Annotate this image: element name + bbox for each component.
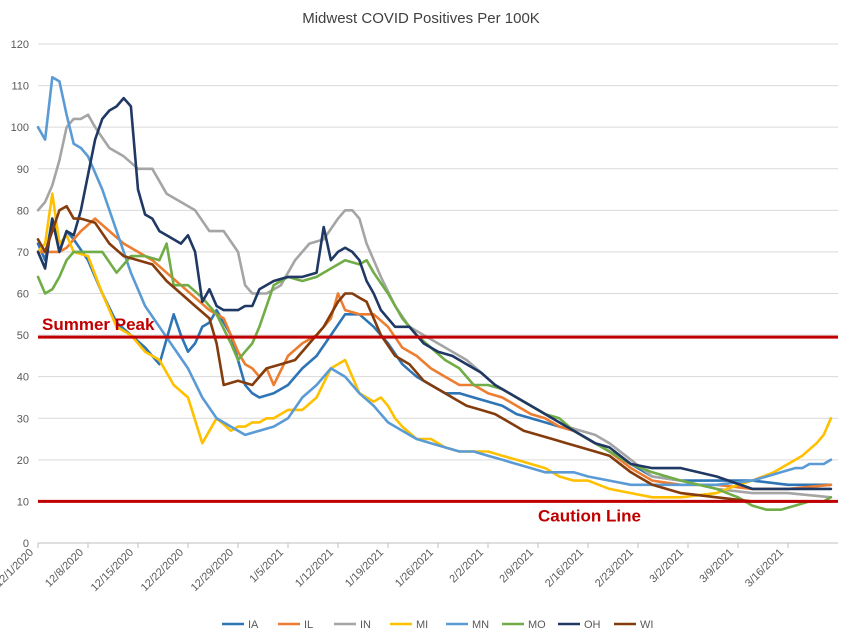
series-line-in [36, 113, 833, 499]
y-tick-label: 90 [17, 164, 29, 176]
chart-title: Midwest COVID Positives Per 100K [302, 10, 540, 27]
y-tick-label: 20 [17, 455, 29, 467]
y-tick-label: 70 [17, 247, 29, 259]
legend-label-ia: IA [248, 619, 259, 631]
series-line-mo [36, 242, 833, 512]
y-tick-label: 120 [11, 39, 29, 51]
legend-label-wi: WI [640, 619, 653, 631]
series-line-oh [36, 96, 833, 491]
legend-label-mi: MI [416, 619, 428, 631]
y-tick-label: 50 [17, 330, 29, 342]
reference-line-label: Caution Line [538, 506, 641, 525]
series-line-mi [36, 192, 833, 499]
reference-line-label: Summer Peak [42, 315, 155, 334]
legend-label-in: IN [360, 619, 371, 631]
legend-label-mn: MN [472, 619, 489, 631]
y-tick-label: 10 [17, 496, 29, 508]
y-tick-label: 30 [17, 413, 29, 425]
series-line-wi [36, 204, 833, 503]
y-tick-label: 0 [23, 538, 29, 550]
y-tick-label: 80 [17, 205, 29, 217]
y-tick-label: 60 [17, 289, 29, 301]
legend: IA IL IN MI MN MO OH WI [222, 619, 653, 631]
y-tick-label: 110 [11, 81, 29, 93]
reference-lines: Summer Peak Caution Line [38, 315, 838, 525]
legend-label-oh: OH [584, 619, 601, 631]
legend-label-il: IL [304, 619, 313, 631]
legend-label-mo: MO [528, 619, 546, 631]
y-tick-label: 40 [17, 372, 29, 384]
series-line-mn [36, 76, 833, 487]
y-tick-label: 100 [11, 122, 29, 134]
series-lines [36, 76, 833, 512]
